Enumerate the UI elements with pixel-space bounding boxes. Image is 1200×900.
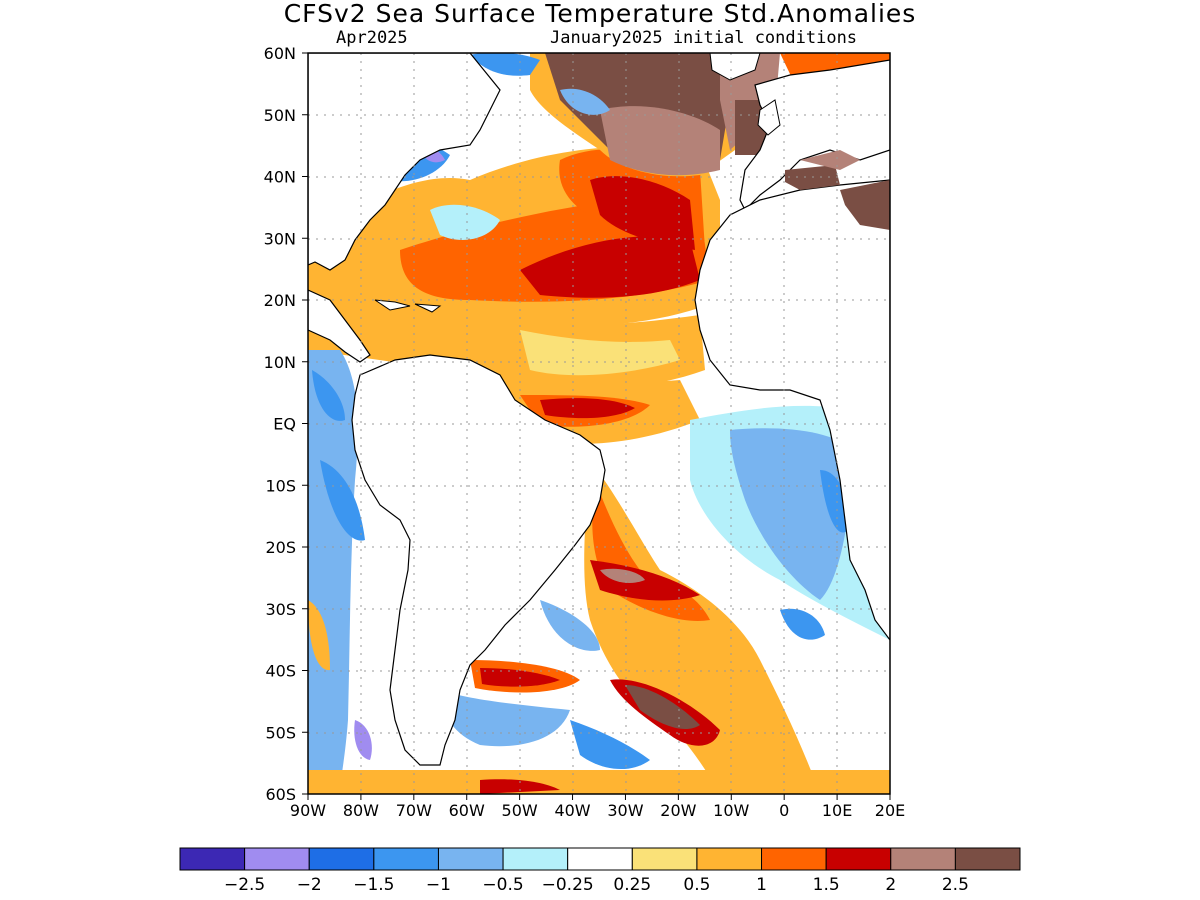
colorbar-swatch	[631, 847, 698, 871]
colorbar-label: −2	[297, 875, 322, 895]
colorbar-label: −0.5	[482, 875, 523, 895]
lat-tick-label: 10N	[264, 353, 296, 372]
initial-conditions-label: January2025 initial conditions	[550, 28, 858, 48]
lon-tick-label: 40W	[554, 801, 590, 820]
grid-lines	[308, 53, 890, 794]
lon-tick-label: 60W	[449, 801, 485, 820]
colorbar-swatch	[308, 847, 375, 871]
north-america-land	[308, 53, 501, 271]
lon-tick-label: 30W	[607, 801, 643, 820]
colorbar-swatch	[890, 847, 956, 871]
colorbar-swatch	[244, 847, 310, 871]
lon-tick-label: 90W	[290, 801, 326, 820]
colorbar-label: 0.5	[683, 875, 710, 895]
colorbar-swatch	[696, 847, 763, 871]
colorbar	[179, 847, 1021, 871]
colorbar-label: 1	[756, 875, 767, 895]
colorbar-swatch	[502, 847, 569, 871]
lon-tick-label: 20E	[875, 801, 905, 820]
lon-tick-label: 0	[779, 801, 789, 820]
colorbar-label: −1.5	[353, 875, 394, 895]
lon-tick-label: 50W	[502, 801, 538, 820]
forecast-month-label: Apr2025	[336, 28, 408, 48]
colorbar-label: 1.5	[813, 875, 840, 895]
lon-tick-label: 80W	[343, 801, 379, 820]
colorbar-swatch	[373, 847, 439, 871]
south-america-land	[351, 354, 606, 766]
colorbar-swatch	[954, 847, 1021, 871]
lat-tick-label: 60N	[264, 44, 296, 63]
lat-tick-label: 40N	[264, 168, 296, 187]
lon-tick-label: 10W	[713, 801, 749, 820]
colorbar-swatch	[437, 847, 504, 871]
lat-tick-label: 60S	[265, 785, 296, 804]
latitude-axis-labels: 60N 50N 40N 30N 20N 10N EQ 10S 20S 30S 40S 50S 60S	[264, 44, 308, 804]
colorbar-label: 2	[885, 875, 896, 895]
colorbar-label: −2.5	[224, 875, 265, 895]
colorbar-swatch	[825, 847, 892, 871]
colorbar-swatch	[761, 847, 827, 871]
anomaly-field	[308, 53, 890, 794]
lon-tick-label: 20W	[660, 801, 696, 820]
lon-tick-label: 10E	[822, 801, 852, 820]
colorbar-label: −1	[426, 875, 451, 895]
europe-land	[739, 59, 890, 212]
map-title: CFSv2 Sea Surface Temperature Std.Anomal…	[283, 0, 917, 28]
colorbar-swatch	[179, 847, 246, 871]
lat-tick-label: 10S	[265, 476, 296, 495]
lat-tick-label: 30N	[264, 229, 296, 248]
lat-tick-label: 50S	[265, 723, 296, 742]
colorbar-label: 2.5	[942, 875, 969, 895]
colorbar-label: 0.25	[613, 875, 651, 895]
longitude-axis-labels: 90W 80W 70W 60W 50W 40W 30W 20W 10W 0 10E 20E	[290, 794, 905, 820]
colorbar-labels: −2.5 −2 −1.5 −1 −0.5 −0.25 0.25 0.5 1 1.5 2 2.5	[224, 875, 969, 895]
colorbar-label: −0.25	[542, 875, 594, 895]
colorbar-swatch	[567, 847, 633, 871]
lon-tick-label: 70W	[396, 801, 432, 820]
lat-tick-label: 20N	[264, 291, 296, 310]
lat-tick-label: EQ	[273, 415, 296, 434]
lat-tick-label: 50N	[264, 106, 296, 125]
lat-tick-label: 20S	[265, 538, 296, 557]
lat-tick-label: 40S	[265, 662, 296, 681]
lat-tick-label: 30S	[265, 600, 296, 619]
